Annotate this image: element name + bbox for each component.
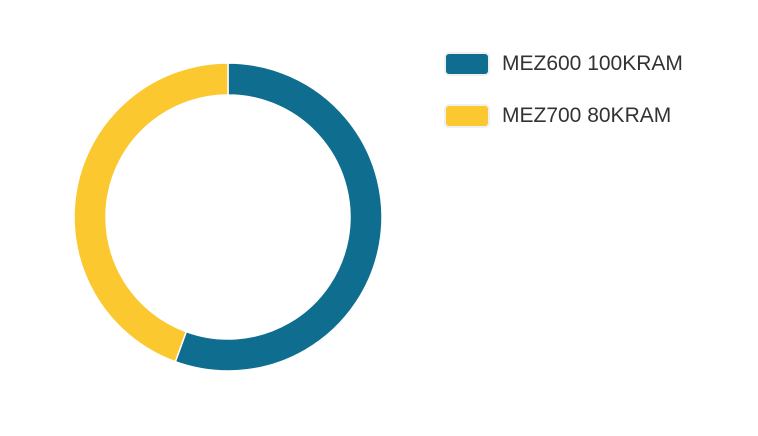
legend-item-mez700[interactable]: MEZ700 80KRAM [444,99,683,133]
legend-swatch-mez600 [444,52,490,76]
legend-item-mez600[interactable]: MEZ600 100KRAM [444,47,683,81]
legend-label-mez600: MEZ600 100KRAM [502,52,683,75]
legend-swatch-mez700 [444,104,490,128]
doughnut-chart [73,62,383,372]
slice-mez600[interactable] [174,62,383,372]
chart-legend: MEZ600 100KRAM MEZ700 80KRAM [444,47,683,151]
slice-mez700[interactable] [73,62,229,363]
legend-label-mez700: MEZ700 80KRAM [502,104,672,127]
